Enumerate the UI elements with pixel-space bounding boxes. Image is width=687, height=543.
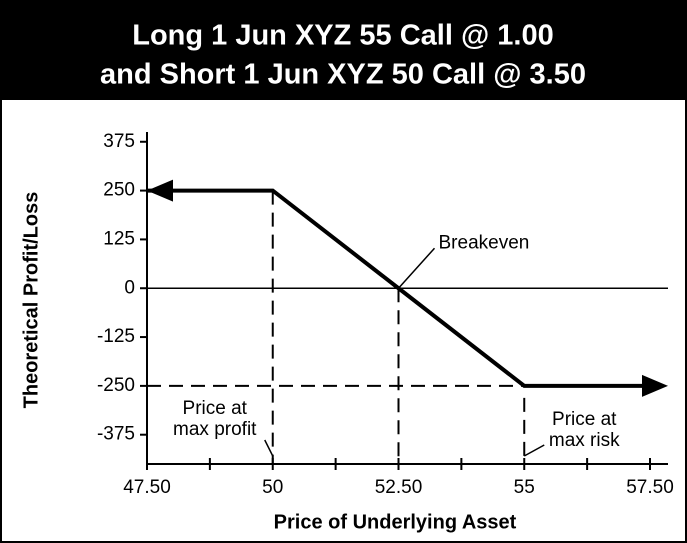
annotation: Price at [183,398,248,419]
annotation: max risk [549,430,620,451]
y-tick-label: 250 [103,180,135,201]
y-axis-title: Theoretical Profit/Loss [20,192,42,409]
annotation: max profit [173,419,257,440]
x-tick-label: 57.50 [626,477,674,498]
leader-line [397,247,436,289]
y-tick-label: -250 [97,375,135,396]
arrow-head [147,179,173,202]
leader-line [264,439,274,457]
y-tick-label: 0 [124,277,135,298]
title-line: Long 1 Jun XYZ 55 Call @ 1.00 [132,20,554,52]
arrow-head [642,374,668,397]
annotation: Breakeven [439,232,530,253]
header [0,0,687,100]
y-tick-label: -375 [97,424,135,445]
x-tick-label: 47.50 [123,477,171,498]
y-tick-label: -125 [97,326,135,347]
x-axis-title: Price of Underlying Asset [274,511,517,533]
y-tick-label: 125 [103,228,135,249]
x-tick-label: 52.50 [375,477,423,498]
leader-line [523,444,545,457]
title-line: and Short 1 Jun XYZ 50 Call @ 3.50 [100,59,586,91]
x-tick-label: 50 [262,477,283,498]
y-tick-label: 375 [103,131,135,152]
annotation: Price at [552,409,617,430]
x-tick-label: 55 [514,477,535,498]
